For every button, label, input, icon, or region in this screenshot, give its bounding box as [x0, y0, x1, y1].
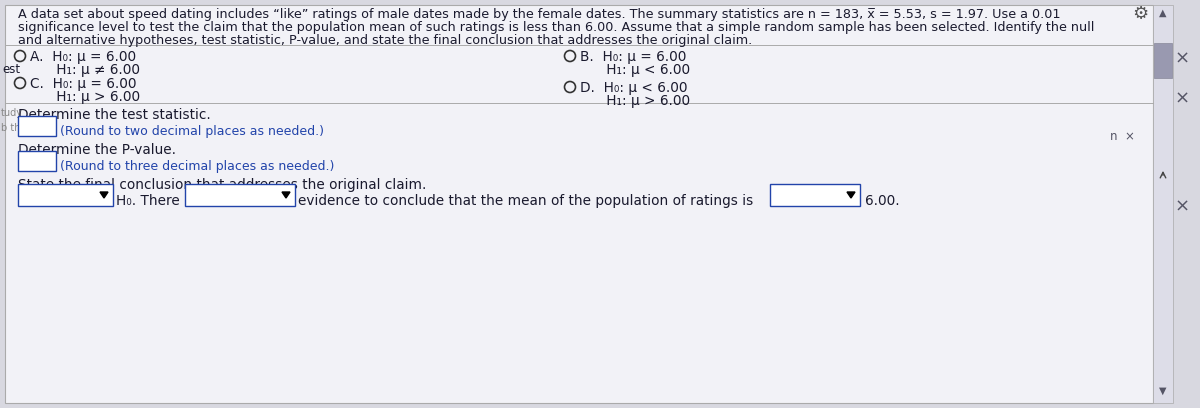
FancyBboxPatch shape	[1154, 43, 1172, 78]
Text: B.  H₀: μ = 6.00: B. H₀: μ = 6.00	[580, 50, 686, 64]
FancyBboxPatch shape	[18, 116, 56, 136]
FancyBboxPatch shape	[185, 184, 295, 206]
Text: evidence to conclude that the mean of the population of ratings is: evidence to conclude that the mean of th…	[298, 194, 754, 208]
Text: (Round to three decimal places as needed.): (Round to three decimal places as needed…	[60, 160, 335, 173]
Text: and alternative hypotheses, test statistic, P-value, and state the final conclus: and alternative hypotheses, test statist…	[18, 34, 752, 47]
Polygon shape	[847, 192, 854, 198]
Text: significance level to test the claim that the population mean of such ratings is: significance level to test the claim tha…	[18, 21, 1094, 34]
Text: A.  H₀: μ = 6.00: A. H₀: μ = 6.00	[30, 50, 136, 64]
Text: ×: ×	[1175, 50, 1190, 68]
Text: ▼: ▼	[1159, 386, 1166, 396]
Text: (Round to two decimal places as needed.): (Round to two decimal places as needed.)	[60, 125, 324, 138]
Text: Determine the P-value.: Determine the P-value.	[18, 143, 176, 157]
Text: Determine the test statistic.: Determine the test statistic.	[18, 108, 211, 122]
FancyBboxPatch shape	[18, 184, 113, 206]
FancyBboxPatch shape	[18, 151, 56, 171]
Text: H₀. There is: H₀. There is	[116, 194, 196, 208]
Text: 6.00.: 6.00.	[865, 194, 900, 208]
Text: ×: ×	[1175, 90, 1190, 108]
Text: b that t: b that t	[1, 123, 37, 133]
FancyBboxPatch shape	[1153, 5, 1174, 403]
Text: A data set about speed dating includes “like” ratings of male dates made by the : A data set about speed dating includes “…	[18, 8, 1061, 21]
Text: D.  H₀: μ < 6.00: D. H₀: μ < 6.00	[580, 81, 688, 95]
Text: tudy: tudy	[1, 108, 23, 118]
FancyBboxPatch shape	[770, 184, 860, 206]
Text: ⚙: ⚙	[1132, 5, 1148, 23]
Text: State the final conclusion that addresses the original claim.: State the final conclusion that addresse…	[18, 178, 426, 192]
FancyBboxPatch shape	[5, 5, 1153, 403]
Text: ×: ×	[1175, 198, 1190, 216]
Polygon shape	[282, 192, 290, 198]
Text: H₁: μ < 6.00: H₁: μ < 6.00	[580, 63, 690, 77]
Polygon shape	[100, 192, 108, 198]
Text: H₁: μ > 6.00: H₁: μ > 6.00	[580, 94, 690, 108]
Text: H₁: μ ≠ 6.00: H₁: μ ≠ 6.00	[30, 63, 140, 77]
Text: ▲: ▲	[1159, 8, 1166, 18]
Text: est: est	[2, 63, 20, 76]
Text: n  ×: n ×	[1110, 130, 1135, 143]
Text: C.  H₀: μ = 6.00: C. H₀: μ = 6.00	[30, 77, 137, 91]
Text: H₁: μ > 6.00: H₁: μ > 6.00	[30, 90, 140, 104]
